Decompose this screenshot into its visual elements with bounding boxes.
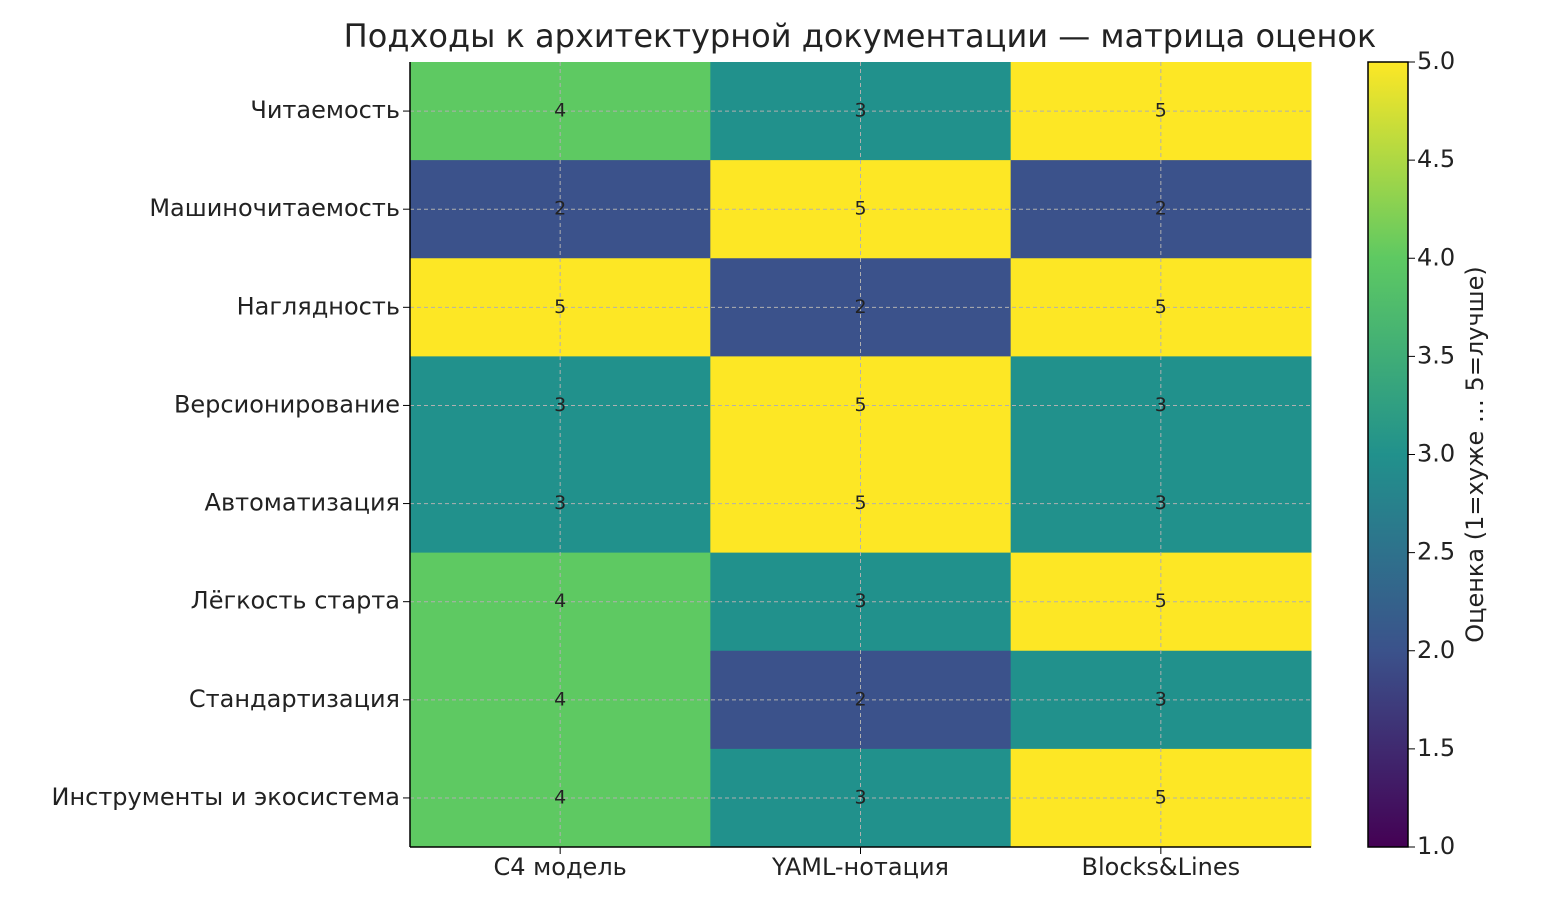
cell-label: 3	[554, 394, 566, 416]
colorbar-tick-label: 3.5	[1417, 341, 1455, 369]
cell-label: 3	[854, 786, 866, 808]
colorbar-tick-label: 2.5	[1417, 538, 1455, 566]
cell-label: 2	[1155, 198, 1167, 220]
cell-label: 5	[854, 492, 866, 514]
cell-label: 5	[1155, 296, 1167, 318]
chart-title: Подходы к архитектурной документации — м…	[344, 17, 1377, 55]
cell-label: 4	[554, 590, 566, 612]
cell-label: 5	[554, 296, 566, 318]
y-tick-label: Наглядность	[237, 292, 400, 320]
y-tick-label: Читаемость	[250, 96, 400, 124]
colorbar-tick-label: 4.5	[1417, 145, 1455, 173]
y-tick-label: Лёгкость старта	[191, 587, 400, 615]
colorbar-tick-label: 2.0	[1417, 636, 1455, 664]
colorbar-tick-label: 3.0	[1417, 440, 1455, 468]
y-tick-label: Автоматизация	[205, 489, 400, 517]
y-tick-label: Инструменты и экосистема	[51, 783, 400, 811]
cell-label: 4	[554, 688, 566, 710]
colorbar-label: Оценка (1=хуже … 5=лучше)	[1461, 266, 1489, 643]
cell-label: 5	[1155, 590, 1167, 612]
cell-label: 2	[554, 198, 566, 220]
colorbar-tick-label: 1.0	[1417, 832, 1455, 860]
colorbar-tick-label: 1.5	[1417, 734, 1455, 762]
cell-label: 3	[1155, 394, 1167, 416]
cell-label: 5	[1155, 786, 1167, 808]
cell-label: 2	[854, 296, 866, 318]
y-tick-label: Версионирование	[174, 390, 400, 418]
colorbar-tick-label: 5.0	[1417, 47, 1455, 75]
cell-label: 5	[854, 394, 866, 416]
x-tick-label: YAML-нотация	[771, 853, 949, 881]
colorbar	[1367, 61, 1409, 848]
cell-label: 3	[1155, 688, 1167, 710]
cell-label: 4	[554, 100, 566, 122]
cell-label: 5	[1155, 100, 1167, 122]
cell-label: 3	[1155, 492, 1167, 514]
y-tick-label: Машиночитаемость	[149, 194, 400, 222]
cell-label: 3	[554, 492, 566, 514]
cell-label: 2	[854, 688, 866, 710]
cell-label: 4	[554, 786, 566, 808]
cell-label: 3	[854, 590, 866, 612]
y-tick-label: Стандартизация	[189, 685, 400, 713]
colorbar-tick-label: 4.0	[1417, 243, 1455, 271]
x-tick-label: C4 модель	[494, 853, 627, 881]
x-tick-label: Blocks&Lines	[1082, 853, 1241, 881]
cell-label: 3	[854, 100, 866, 122]
cell-label: 5	[854, 198, 866, 220]
